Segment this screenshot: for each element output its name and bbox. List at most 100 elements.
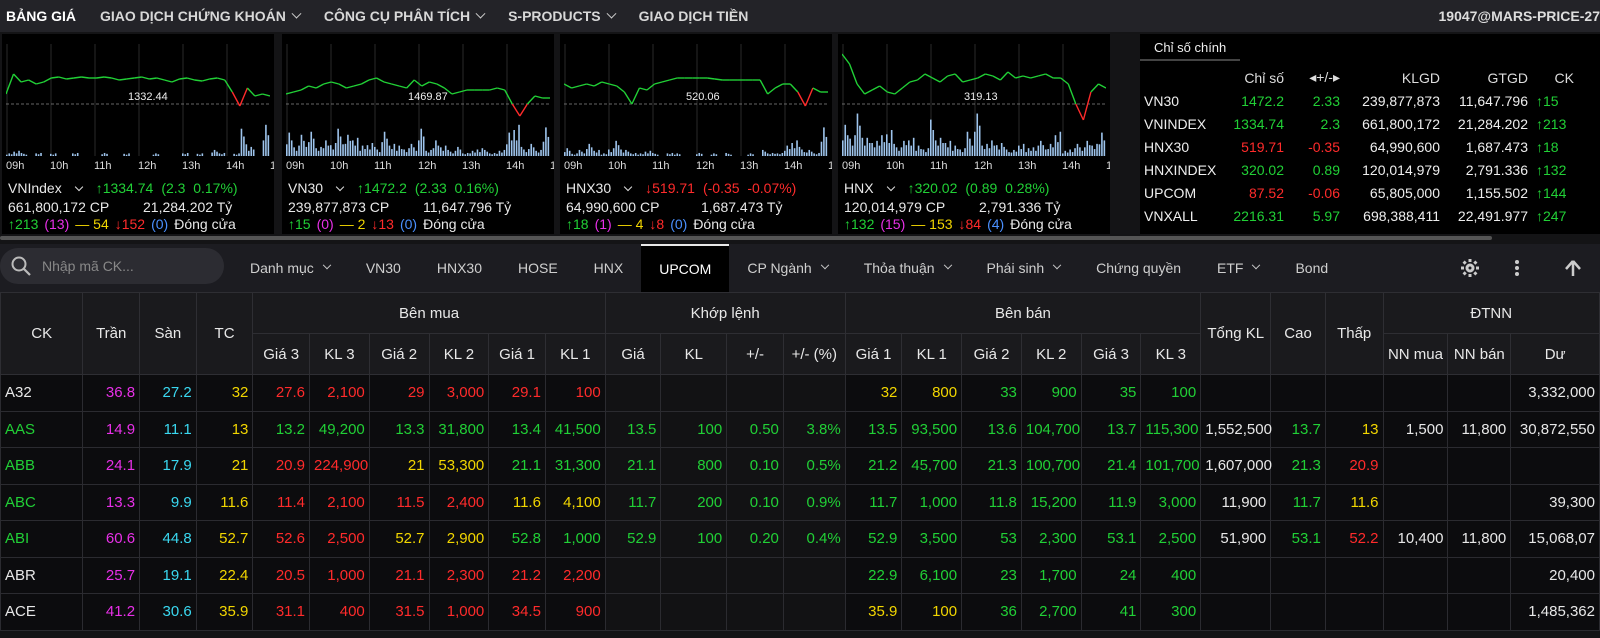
symbol-cell[interactable]: ABB <box>0 447 84 485</box>
volume-bar <box>444 145 447 156</box>
symbol-cell[interactable]: ABC <box>0 483 84 521</box>
subcol-header: KL 3 <box>1140 333 1202 375</box>
volume-bar <box>883 142 886 156</box>
table-row[interactable]: ABR 25.7 19.1 22.4 20.5 1,000 21.1 2,300 21.2 2,2… <box>0 556 1600 594</box>
volume-bar <box>545 127 547 156</box>
volume-bar <box>939 137 942 156</box>
col-header-thap: Thấp <box>1324 292 1384 375</box>
volume-bar <box>710 154 713 156</box>
index-chart-vnindex[interactable]: 1332.44 09h 10h 11h 12h 13h 14h 15h VNIndex ↑1334… <box>2 34 274 234</box>
nav-item-2[interactable]: CÔNG CỤ PHÂN TÍCH <box>312 0 496 32</box>
index-summary: HNX ↑320.02 (0.89 0.28%) <box>844 180 1049 196</box>
volume-bar <box>308 142 310 156</box>
nav-item-0[interactable]: BẢNG GIÁ <box>0 0 88 32</box>
tab-hose[interactable]: HOSE <box>500 244 576 292</box>
nav-item-1[interactable]: GIAO DỊCH CHỨNG KHOÁN <box>88 0 312 32</box>
index-chart-hnx[interactable]: 319.13 09h 10h 11h 12h 13h 14h 15h HNX ↑320.02 (0.… <box>838 34 1110 234</box>
chevron-down-icon[interactable] <box>335 182 345 192</box>
index-row[interactable]: VNINDEX 1334.74 2.3 661,800,172 21,284.202 ↑2… <box>1140 112 1578 135</box>
table-row[interactable]: ABC 13.3 9.9 11.6 11.4 2,100 11.5 2,400 11.6 4,10… <box>0 483 1600 521</box>
table-row[interactable]: ABI 60.6 44.8 52.7 52.6 2,500 52.7 2,900 52.8 1,0… <box>0 520 1600 558</box>
scroll-top-arrow-icon[interactable] <box>1564 244 1582 292</box>
chevron-down-icon[interactable] <box>886 182 895 192</box>
data-cell <box>660 556 728 594</box>
data-cell <box>1510 447 1600 485</box>
index-cell-value: 87.52 <box>1248 184 1284 201</box>
table-row[interactable]: ACE 41.2 30.6 35.9 31.1 400 31.5 1,000 34.5 900 35… <box>0 593 1600 631</box>
tab-phái-sinh[interactable]: Phái sinh <box>969 244 1079 292</box>
data-cell: 1,500 <box>1382 410 1449 448</box>
more-options-icon[interactable] <box>1514 244 1520 292</box>
tab-hnx[interactable]: HNX <box>576 244 642 292</box>
volume-bar <box>1040 140 1042 156</box>
volume-bar <box>196 153 199 156</box>
index-chart-vn30[interactable]: 1469.87 09h 10h 11h 12h 13h 14h 15h VN30 ↑1472.2 (… <box>282 34 554 234</box>
volume-bar <box>339 136 342 156</box>
volume-bar <box>998 149 1001 156</box>
trend-arrow: ↓ <box>645 180 653 196</box>
symbol-cell[interactable]: ABR <box>0 556 84 594</box>
tab-vn30[interactable]: VN30 <box>348 244 419 292</box>
index-col-header <box>1140 66 1228 89</box>
index-row[interactable]: VN30 1472.2 2.33 239,877,873 11,647.796 ↑15 <box>1140 89 1578 112</box>
table-row[interactable]: AAS 14.9 11.1 13 13.2 49,200 13.3 31,800 13.4 41,… <box>0 410 1600 448</box>
index-row[interactable]: VNXALL 2216.31 5.97 698,388,411 22,491.977 ↑2… <box>1140 204 1578 227</box>
volume-bar <box>1030 150 1032 156</box>
nav-item-4[interactable]: GIAO DỊCH TIỀN <box>627 0 761 32</box>
data-cell: 17.9 <box>139 447 197 485</box>
user-account[interactable]: 19047@MARS-PRICE-27 <box>1438 8 1600 24</box>
table-row[interactable]: A32 36.8 27.2 32 27.6 2,100 29 3,000 29.1 100 32 80… <box>0 374 1600 412</box>
symbol-cell[interactable]: A32 <box>0 374 84 412</box>
tab-etf[interactable]: ETF <box>1199 244 1277 292</box>
volume-bar <box>752 154 754 156</box>
search-box[interactable] <box>0 248 224 284</box>
data-cell: 10,400 <box>1382 520 1449 558</box>
index-chart-hnx30[interactable]: 520.06 09h 10h 11h 12h 13h 14h 15h HNX30 ↓519.71 (… <box>560 34 832 234</box>
volume-bar <box>595 152 598 156</box>
chevron-down-icon <box>1052 260 1062 270</box>
volume-bar <box>971 145 974 156</box>
chevron-down-icon <box>606 8 617 19</box>
symbol-cell[interactable]: ABI <box>0 520 84 558</box>
tab-bond[interactable]: Bond <box>1277 244 1346 292</box>
data-cell: 13.3 <box>368 410 430 448</box>
volume-bar <box>764 151 767 156</box>
tab-chứng-quyền[interactable]: Chứng quyền <box>1078 244 1199 292</box>
nav-item-3[interactable]: S-PRODUCTS <box>496 0 627 32</box>
index-row[interactable]: UPCOM 87.52 -0.06 65,805,000 1,155.502 ↑144 <box>1140 181 1578 204</box>
index-row[interactable]: HNX30 519.71 -0.35 64,990,600 1,687.473 ↑18 <box>1140 135 1578 158</box>
index-row[interactable]: HNXINDEX 320.02 0.89 120,014,979 2,791.336 ↑1… <box>1140 158 1578 181</box>
horizontal-scrollbar[interactable] <box>0 236 1492 240</box>
volume-bar <box>632 154 635 156</box>
volume-bar <box>871 143 873 156</box>
symbol-cell[interactable]: AAS <box>0 410 84 448</box>
data-cell: 14.9 <box>82 410 141 448</box>
volume-bar <box>396 150 398 156</box>
time-label: 13h <box>740 160 759 172</box>
volume-bar <box>312 138 315 156</box>
index-value: 1,687.473 Tỷ <box>701 199 783 215</box>
volume-bar <box>1066 152 1069 156</box>
symbol-cell[interactable]: ACE <box>0 593 84 631</box>
data-cell: 2,500 <box>1140 520 1202 558</box>
chevron-down-icon[interactable] <box>74 182 83 192</box>
index-cell-name: HNX30 <box>1144 138 1190 155</box>
volume-bar <box>1022 143 1025 156</box>
tab-main-index[interactable]: Chỉ số chính <box>1140 39 1241 61</box>
volume-bar <box>922 149 925 156</box>
nav-item-label: BẢNG GIÁ <box>6 8 76 24</box>
volume-bar <box>427 152 430 156</box>
tab-thỏa-thuận[interactable]: Thỏa thuận <box>846 244 969 292</box>
data-cell: 3,000 <box>1140 483 1202 521</box>
tab-cp-ngành[interactable]: CP Ngành <box>729 244 845 292</box>
settings-icon[interactable] <box>1460 244 1480 292</box>
volume-bar <box>1062 153 1064 156</box>
tab-hnx30[interactable]: HNX30 <box>419 244 500 292</box>
index-value: 21,284.202 Tỷ <box>143 199 233 215</box>
table-row[interactable]: ABB 24.1 17.9 21 20.9 224,900 21 53,300 21.1 31,3… <box>0 447 1600 485</box>
tab-upcom[interactable]: UPCOM <box>641 244 730 292</box>
volume-bar <box>221 154 223 156</box>
tab-danh-mục[interactable]: Danh mục <box>232 244 348 292</box>
chevron-down-icon[interactable] <box>623 182 633 192</box>
search-input[interactable] <box>42 258 212 274</box>
